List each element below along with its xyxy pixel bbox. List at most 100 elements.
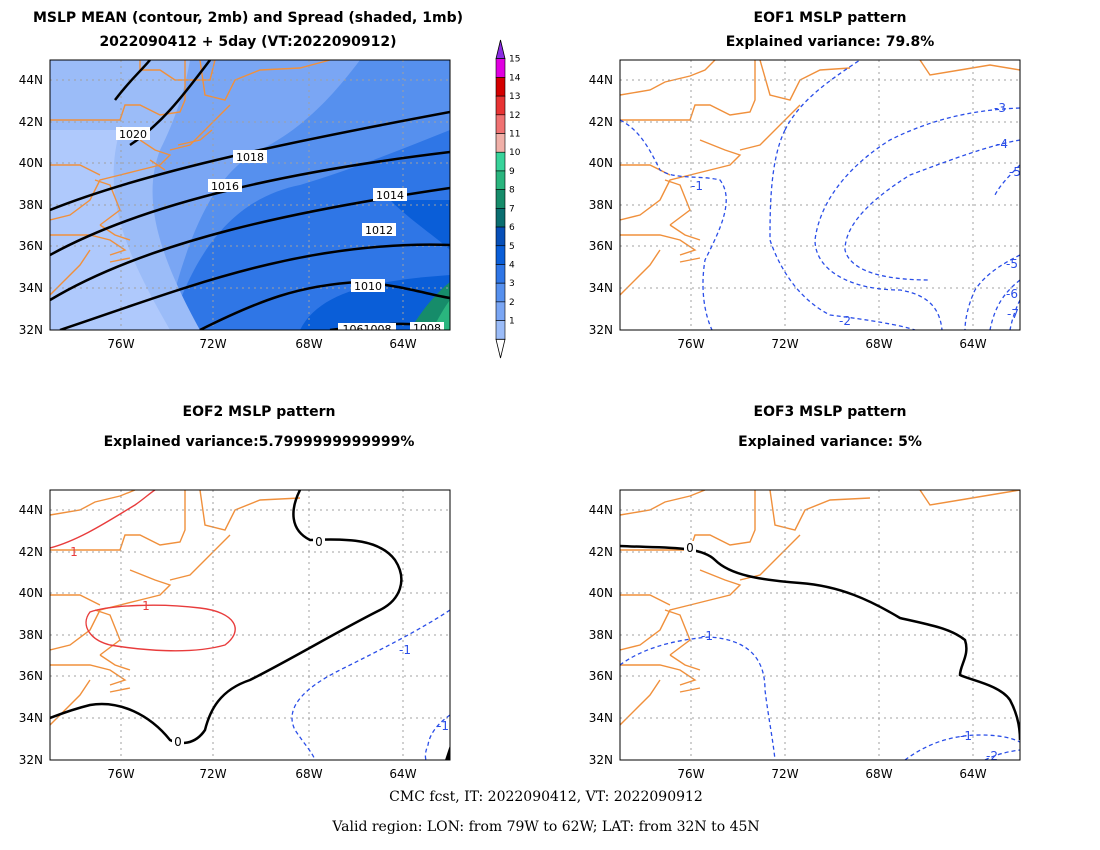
svg-text:64W: 64W [959, 337, 986, 351]
svg-text:44N: 44N [589, 73, 613, 87]
mean-contour-labels: 1020 1018 1016 1014 1012 1010 1061008 10… [116, 127, 444, 336]
eof3-title-line1: EOF3 MSLP pattern [753, 404, 907, 420]
colorbar-tick-label: 5 [509, 242, 515, 252]
colorbar-tick-label: 15 [509, 55, 520, 65]
colorbar-swatch [495, 282, 506, 303]
svg-text:38N: 38N [19, 628, 43, 642]
mean-title-line1: MSLP MEAN (contour, 2mb) and Spread (sha… [33, 10, 463, 26]
spread-colorbar: 15 14 13 12 11 10 9 8 7 6 5 4 3 2 1 [495, 39, 520, 359]
zero-contours [50, 490, 403, 745]
lat-axis: 44N 42N 40N 38N 36N 34N 32N [589, 503, 613, 767]
svg-text:38N: 38N [19, 198, 43, 212]
svg-text:38N: 38N [589, 628, 613, 642]
contour-label: 1010 [354, 280, 382, 293]
lat-lon-grid [620, 490, 1020, 760]
svg-text:-5: -5 [1009, 165, 1021, 179]
colorbar-tick-label: 4 [509, 260, 515, 270]
svg-text:40N: 40N [589, 586, 613, 600]
lon-axis: 76W 72W 68W 64W [107, 767, 416, 781]
contour-label: 1014 [376, 189, 404, 202]
svg-text:68W: 68W [295, 767, 322, 781]
colorbar-swatch [495, 114, 506, 134]
svg-text:76W: 76W [107, 337, 134, 351]
contour-label: 1008 [413, 322, 441, 335]
colorbar-swatch [495, 264, 506, 284]
svg-text:76W: 76W [677, 337, 704, 351]
svg-text:-1: -1 [437, 719, 449, 733]
mean-title-line2: 2022090412 + 5day (VT:2022090912) [99, 34, 397, 50]
svg-text:-2: -2 [839, 314, 851, 328]
svg-text:34N: 34N [19, 281, 43, 295]
eof3-contour-labels: 0 -1 -1 -2 [684, 541, 998, 760]
colorbar-swatch [495, 301, 506, 321]
contour-label: 1061008 [343, 323, 392, 336]
colorbar-swatch [495, 226, 506, 247]
colorbar-tick-label: 6 [509, 223, 515, 233]
svg-text:-3: -3 [994, 101, 1006, 115]
lat-axis: 44N 42N 40N 38N 36N 34N 32N [589, 73, 613, 337]
map-frame [49, 59, 451, 331]
svg-text:68W: 68W [295, 337, 322, 351]
eof3-map-panel: 0 -1 -1 -2 44N 42N 40N 38N 36N 34N 32N 7… [589, 489, 1021, 781]
svg-text:42N: 42N [19, 115, 43, 129]
svg-text:-4: -4 [996, 137, 1008, 151]
svg-text:34N: 34N [589, 281, 613, 295]
svg-text:68W: 68W [865, 767, 892, 781]
svg-text:44N: 44N [19, 503, 43, 517]
colorbar-tick-label: 1 [509, 317, 515, 327]
svg-text:34N: 34N [589, 711, 613, 725]
colorbar-swatch [495, 320, 506, 340]
coastline [620, 490, 1020, 726]
map-frame [619, 489, 1021, 761]
svg-text:64W: 64W [389, 337, 416, 351]
eof2-map-panel: 1 1 0 0 -1 -1 44N 42N 40N 38N 36N 34N 32… [19, 489, 451, 781]
svg-text:-1: -1 [701, 629, 713, 643]
colorbar-tick-label: 8 [509, 186, 515, 196]
contour-label: 1018 [236, 151, 264, 164]
colorbar-swatch [495, 133, 506, 153]
colorbar-swatch [495, 170, 506, 190]
colorbar-tick-label: 11 [509, 130, 520, 140]
svg-text:32N: 32N [589, 753, 613, 767]
svg-text:42N: 42N [19, 545, 43, 559]
svg-text:76W: 76W [677, 767, 704, 781]
lat-lon-grid [50, 490, 450, 760]
svg-text:36N: 36N [589, 669, 613, 683]
colorbar-bottom-arrow [495, 338, 506, 359]
colorbar-tick-label: 2 [509, 298, 515, 308]
svg-text:-1: -1 [691, 179, 703, 193]
lat-axis: 44N 42N 40N 38N 36N 34N 32N [19, 73, 43, 337]
mean-map-panel: 1020 1018 1016 1014 1012 1010 1061008 10… [19, 39, 520, 359]
positive-contours [50, 490, 236, 652]
svg-text:36N: 36N [589, 239, 613, 253]
eof2-title-line2: Explained variance:5.7999999999999% [103, 434, 415, 450]
eof3-title-line2: Explained variance: 5% [738, 434, 922, 450]
contour-label: 1012 [365, 224, 393, 237]
colorbar-swatch [495, 151, 506, 172]
svg-text:0: 0 [686, 541, 694, 555]
eof2-title-line1: EOF2 MSLP pattern [182, 404, 336, 420]
eof1-map-panel: -1 -2 -3 -4 -5 -5 -6 -7 44N 42N 40N 38N … [589, 59, 1021, 351]
svg-text:40N: 40N [589, 156, 613, 170]
svg-text:-1: -1 [399, 643, 411, 657]
lon-axis: 76W 72W 68W 64W [107, 337, 416, 351]
colorbar-swatch [495, 208, 506, 228]
contour-label: 1020 [119, 128, 147, 141]
svg-text:64W: 64W [389, 767, 416, 781]
zero-contours [620, 544, 1020, 741]
negative-contours [620, 60, 1020, 330]
svg-text:32N: 32N [589, 323, 613, 337]
colorbar-tick-label: 12 [509, 111, 520, 121]
lat-axis: 44N 42N 40N 38N 36N 34N 32N [19, 503, 43, 767]
colorbar-swatch [495, 245, 506, 265]
svg-text:72W: 72W [199, 767, 226, 781]
negative-contours [291, 609, 450, 760]
svg-text:68W: 68W [865, 337, 892, 351]
map-frame [49, 489, 451, 761]
svg-text:72W: 72W [199, 337, 226, 351]
eof1-title-line2: Explained variance: 79.8% [725, 34, 935, 50]
svg-text:38N: 38N [589, 198, 613, 212]
map-frame [619, 59, 1021, 331]
svg-text:42N: 42N [589, 545, 613, 559]
colorbar-swatch [495, 95, 506, 116]
